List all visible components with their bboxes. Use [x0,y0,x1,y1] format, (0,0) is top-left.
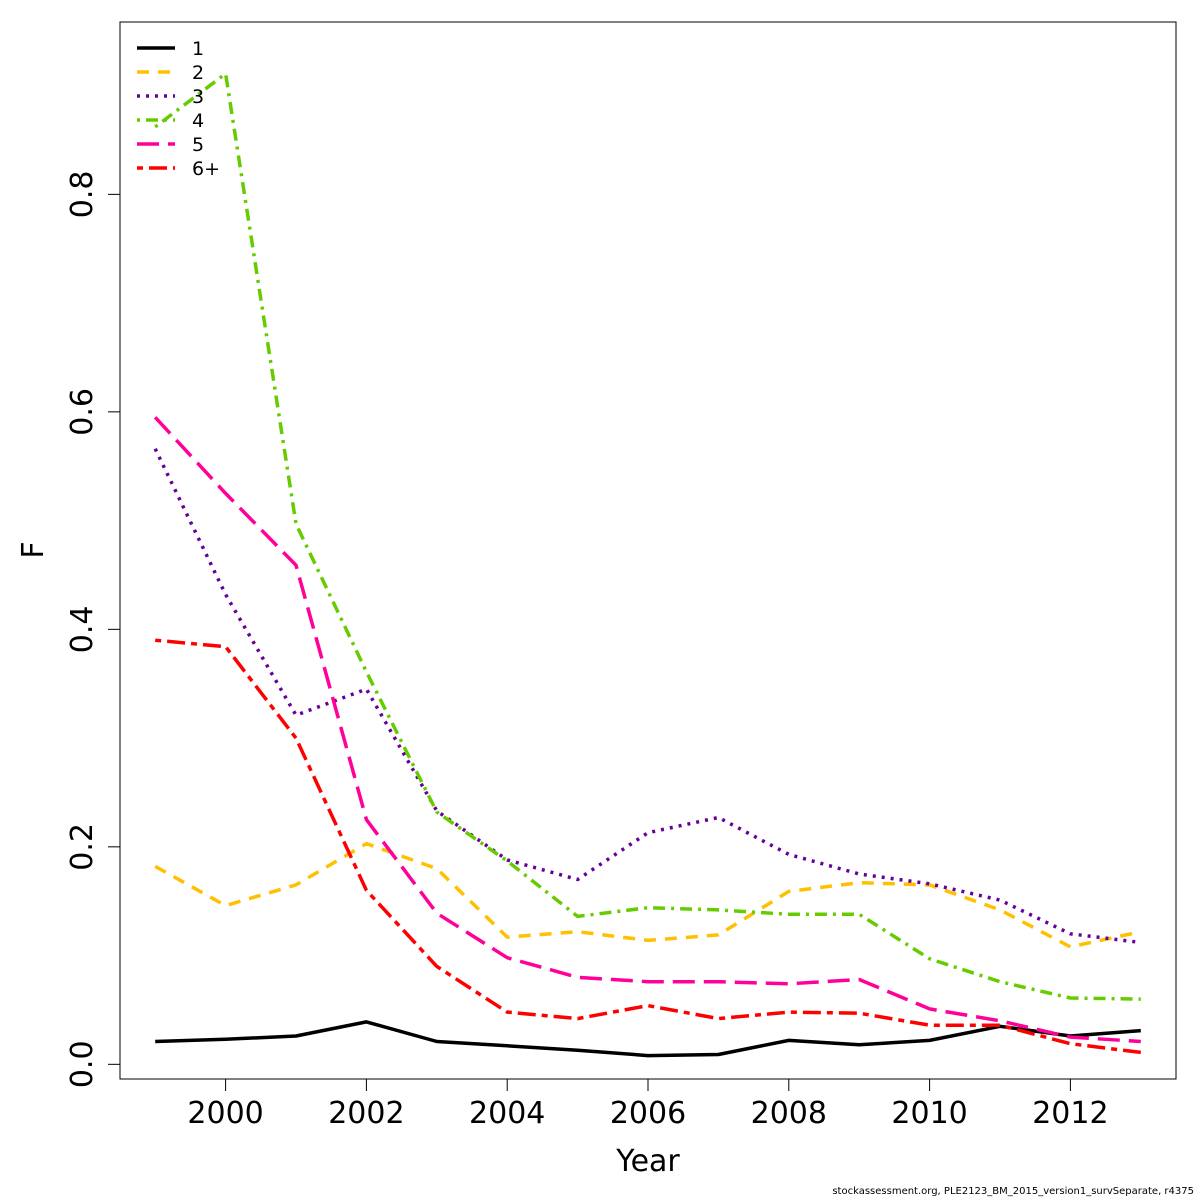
plot-frame [119,21,1177,1080]
legend-label: 6+ [192,158,220,180]
legend-label: 1 [192,38,204,60]
x-tick-label: 2012 [1032,1096,1108,1131]
footer-caption: stockassessment.org, PLE2123_BM_2015_ver… [832,1186,1194,1197]
series-line-4 [154,71,1141,1001]
y-tick-label: 0.8 [65,171,100,219]
x-tick-label: 2000 [187,1096,263,1131]
series-line-1 [155,1020,1141,1058]
y-tick-label: 0.4 [65,605,100,653]
series-line-5 [153,416,1141,1044]
y-tick-label: 0.2 [65,823,100,871]
series-line-6plus [155,638,1142,1055]
x-tick-label: 2006 [610,1096,686,1131]
series-line-2 [154,841,1142,949]
legend-label: 5 [192,134,204,156]
y-tick-label: 0.6 [65,388,100,436]
x-axis: 2000 2002 2004 2006 2008 2010 2012 [187,1078,1109,1131]
y-tick-label: 0.0 [65,1040,100,1088]
legend-label: 4 [192,110,204,132]
legend-label: 2 [192,62,204,84]
x-tick-label: 2002 [328,1096,404,1131]
x-axis-label: Year [615,1144,680,1179]
x-tick-label: 2008 [751,1096,827,1131]
x-tick-label: 2004 [469,1096,545,1131]
x-tick-label: 2010 [891,1096,967,1131]
series-line-3 [153,448,1142,945]
legend-label: 3 [192,86,204,108]
y-axis: 0.0 0.2 0.4 0.6 0.8 [65,171,121,1088]
series-lines [153,71,1142,1058]
y-axis-label: F [16,541,51,558]
